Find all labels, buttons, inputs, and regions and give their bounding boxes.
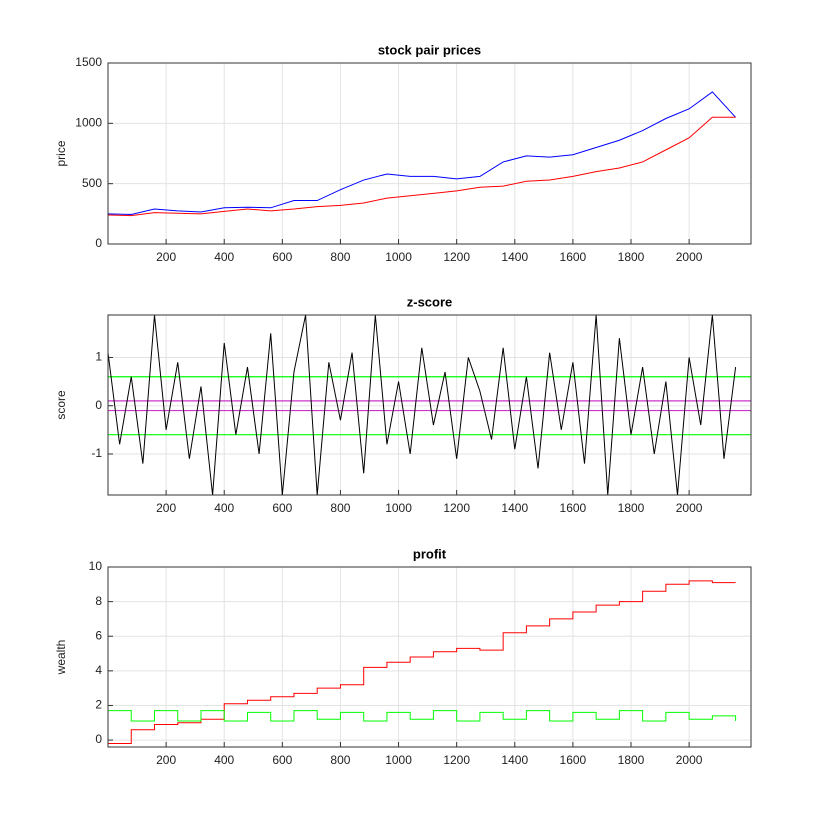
x-tick-label: 1000 xyxy=(385,501,412,515)
y-axis-label: score xyxy=(54,390,68,420)
x-tick-label: 800 xyxy=(330,250,350,264)
y-tick-label: 2 xyxy=(95,698,102,712)
y-tick-label: 10 xyxy=(89,559,103,573)
x-tick-label: 600 xyxy=(272,753,292,767)
chart-title: profit xyxy=(413,546,447,561)
y-tick-label: 0 xyxy=(95,236,102,250)
plot-lines xyxy=(108,315,751,495)
y-tick-label: 6 xyxy=(95,628,102,642)
x-tick-label: 1600 xyxy=(560,250,587,264)
x-tick-label: 400 xyxy=(214,753,234,767)
y-tick-label: 0 xyxy=(95,732,102,746)
y-tick-label: 1 xyxy=(95,350,102,364)
x-tick-label: 800 xyxy=(330,753,350,767)
x-tick-label: 1800 xyxy=(618,753,645,767)
x-tick-label: 1600 xyxy=(560,501,587,515)
axes-box xyxy=(107,314,752,496)
x-tick-label: 1200 xyxy=(443,250,470,264)
x-tick-label: 2000 xyxy=(676,250,703,264)
chart-title: stock pair prices xyxy=(378,42,481,57)
y-tick-label: 1500 xyxy=(75,55,102,69)
plot-area xyxy=(108,63,751,244)
x-tick-label: 1000 xyxy=(385,753,412,767)
series-line xyxy=(108,710,737,722)
x-tick-label: 1200 xyxy=(443,753,470,767)
x-tick-label: 800 xyxy=(330,501,350,515)
series-line xyxy=(108,580,736,745)
x-tick-label: 200 xyxy=(156,250,176,264)
x-tick-label: 400 xyxy=(214,501,234,515)
x-tick-label: 600 xyxy=(272,250,292,264)
chart-title: z-score xyxy=(407,294,453,309)
y-tick-label: 8 xyxy=(95,594,102,608)
series-line xyxy=(108,315,737,495)
plot-area xyxy=(108,315,751,495)
y-tick-label: 500 xyxy=(82,176,102,190)
x-tick-label: 200 xyxy=(156,501,176,515)
x-tick-label: 1800 xyxy=(618,250,645,264)
series-line xyxy=(108,91,736,215)
y-tick-label: 1000 xyxy=(75,116,102,130)
y-tick-label: 0 xyxy=(95,398,102,412)
x-tick-label: 1400 xyxy=(501,753,528,767)
series-line xyxy=(108,116,736,217)
x-tick-label: 2000 xyxy=(676,501,703,515)
x-tick-label: 1800 xyxy=(618,501,645,515)
x-tick-label: 200 xyxy=(156,753,176,767)
x-tick-label: 1400 xyxy=(501,501,528,515)
plot-lines xyxy=(108,580,737,745)
x-tick-label: 1600 xyxy=(560,753,587,767)
x-tick-label: 1200 xyxy=(443,501,470,515)
axes-box xyxy=(107,566,752,748)
x-tick-label: 600 xyxy=(272,501,292,515)
x-tick-label: 2000 xyxy=(676,753,703,767)
axes-box xyxy=(107,62,752,245)
y-axis-label: wealth xyxy=(54,640,68,676)
y-axis-label: price xyxy=(54,140,68,166)
y-tick-label: -1 xyxy=(91,446,102,460)
x-tick-label: 1000 xyxy=(385,250,412,264)
x-tick-label: 1400 xyxy=(501,250,528,264)
plot-lines xyxy=(108,91,736,217)
x-tick-label: 400 xyxy=(214,250,234,264)
y-tick-label: 4 xyxy=(95,663,102,677)
